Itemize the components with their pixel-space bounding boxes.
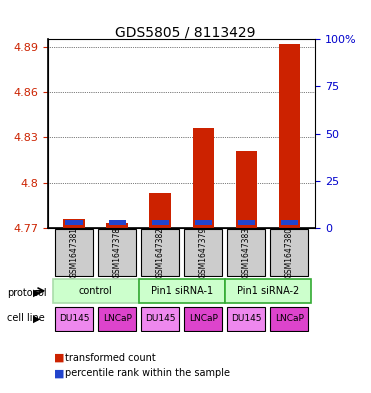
FancyBboxPatch shape	[139, 279, 225, 303]
Bar	[109, 220, 126, 225]
Bar	[106, 223, 128, 228]
Text: GSM1647381: GSM1647381	[70, 227, 79, 278]
Bar	[236, 151, 257, 228]
Text: ■: ■	[54, 368, 64, 378]
Bar	[150, 193, 171, 228]
Text: GSM1647383: GSM1647383	[242, 227, 251, 278]
Text: LNCaP: LNCaP	[103, 314, 132, 323]
FancyBboxPatch shape	[141, 229, 179, 276]
FancyBboxPatch shape	[53, 279, 139, 303]
Text: Pin1 siRNA-1: Pin1 siRNA-1	[151, 286, 213, 296]
FancyBboxPatch shape	[227, 229, 265, 276]
Text: LNCaP: LNCaP	[275, 314, 304, 323]
Bar	[281, 220, 298, 225]
FancyBboxPatch shape	[98, 307, 136, 331]
Text: GSM1647382: GSM1647382	[156, 227, 165, 278]
Text: LNCaP: LNCaP	[189, 314, 218, 323]
Bar	[238, 220, 255, 225]
FancyBboxPatch shape	[55, 307, 93, 331]
Text: DU145: DU145	[145, 314, 175, 323]
FancyBboxPatch shape	[98, 229, 136, 276]
Text: GSM1647378: GSM1647378	[113, 227, 122, 278]
FancyBboxPatch shape	[184, 229, 222, 276]
FancyBboxPatch shape	[141, 307, 179, 331]
FancyBboxPatch shape	[270, 307, 308, 331]
FancyBboxPatch shape	[225, 279, 311, 303]
Bar	[193, 129, 214, 228]
Text: transformed count: transformed count	[65, 353, 156, 363]
FancyBboxPatch shape	[270, 229, 308, 276]
Text: ▶: ▶	[33, 288, 41, 298]
Text: DU145: DU145	[59, 314, 89, 323]
Text: control: control	[79, 286, 112, 296]
Text: DU145: DU145	[231, 314, 262, 323]
FancyBboxPatch shape	[55, 229, 93, 276]
Text: cell line: cell line	[7, 313, 45, 323]
Text: ■: ■	[54, 353, 64, 363]
Bar	[279, 44, 300, 228]
Text: protocol: protocol	[7, 288, 47, 298]
Text: Pin1 siRNA-2: Pin1 siRNA-2	[237, 286, 299, 296]
Bar	[152, 220, 169, 225]
Text: GSM1647379: GSM1647379	[199, 227, 208, 278]
Bar	[65, 220, 83, 225]
Text: GSM1647380: GSM1647380	[285, 227, 294, 278]
Text: percentile rank within the sample: percentile rank within the sample	[65, 368, 230, 378]
Bar	[63, 219, 85, 228]
FancyBboxPatch shape	[227, 307, 265, 331]
Text: ▶: ▶	[33, 313, 41, 323]
FancyBboxPatch shape	[184, 307, 222, 331]
Text: GDS5805 / 8113429: GDS5805 / 8113429	[115, 26, 256, 40]
Bar	[195, 220, 212, 225]
